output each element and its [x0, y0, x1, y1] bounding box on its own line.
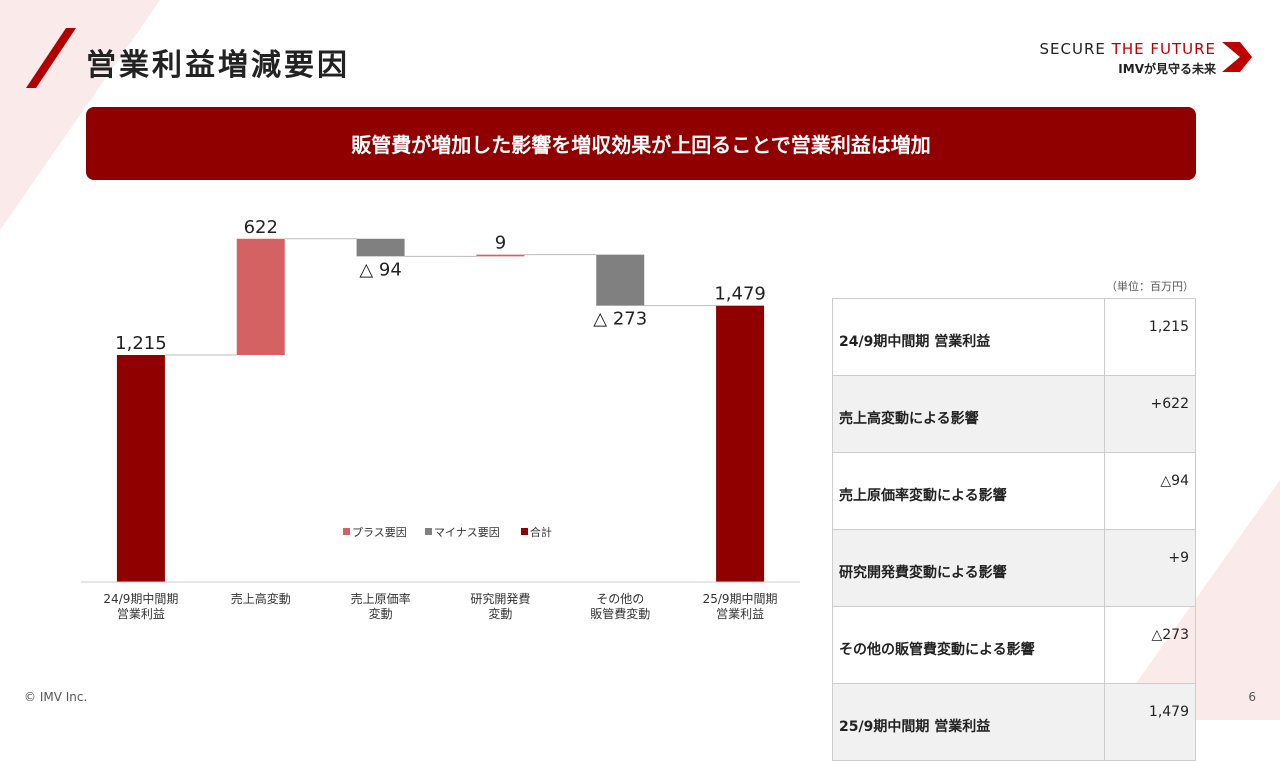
value-label: △ 94 — [359, 259, 401, 280]
row-value: 1,215 — [1104, 298, 1196, 376]
legend-label: 合計 — [530, 525, 552, 539]
legend-swatch — [425, 528, 432, 535]
bar — [356, 238, 405, 257]
tagline: IMVが見守る未来 — [1118, 62, 1216, 76]
table-row: その他の販管費変動による影響 △273 — [832, 606, 1196, 684]
row-value: △94 — [1104, 452, 1196, 530]
x-tick-label: 研究開発費 変動 — [470, 592, 531, 621]
legend-swatch — [343, 528, 350, 535]
row-label: 25/9期中間期 営業利益 — [832, 683, 1105, 761]
legend-swatch — [521, 528, 528, 535]
table-row: 25/9期中間期 営業利益 1,479 — [832, 683, 1196, 761]
value-label: 622 — [244, 217, 278, 238]
table-row: 研究開発費変動による影響 +9 — [832, 529, 1196, 607]
row-value: +9 — [1104, 529, 1196, 607]
banner: 販管費が増加した影響を増収効果が上回ることで営業利益は増加 — [86, 107, 1196, 180]
chart: 1,215 622 △ 94 9 △ 273 1,479 プラス要因 マイナス要因 合計 — [81, 217, 800, 583]
row-label: その他の販管費変動による影響 — [832, 606, 1105, 684]
value-label: △ 273 — [593, 309, 647, 330]
row-label: 売上原価率変動による影響 — [832, 452, 1105, 530]
logo: SECURE THE FUTURE — [1040, 40, 1216, 58]
row-value: △273 — [1104, 606, 1196, 684]
copyright: © IMV Inc. — [24, 690, 88, 704]
page-number: 6 — [1248, 690, 1256, 704]
bar — [596, 254, 645, 306]
row-value: +622 — [1104, 375, 1196, 453]
bar — [716, 305, 765, 582]
x-tick-label: 25/9期中間期 営業利益 — [702, 592, 778, 621]
x-tick-label: 24/9期中間期 営業利益 — [103, 592, 179, 621]
row-value: 1,479 — [1104, 683, 1196, 761]
value-label: 9 — [495, 233, 506, 254]
value-label: 1,215 — [115, 333, 167, 354]
logo-accent: THE FUTURE — [1111, 40, 1216, 58]
row-label: 24/9期中間期 営業利益 — [832, 298, 1105, 376]
unit-note: （単位：百万円） — [1106, 280, 1194, 293]
legend-label: マイナス要因 — [434, 526, 500, 539]
x-tick-label: 売上原価率 変動 — [350, 592, 411, 621]
table-row: 売上高変動による影響 +622 — [832, 375, 1196, 453]
table-row: 24/9期中間期 営業利益 1,215 — [832, 298, 1196, 376]
legend-label: プラス要因 — [352, 526, 407, 539]
row-label: 研究開発費変動による影響 — [832, 529, 1105, 607]
x-tick-label: その他の 販管費変動 — [590, 592, 651, 621]
logo-main: SECURE — [1039, 40, 1106, 58]
bar — [116, 354, 165, 582]
table: 24/9期中間期 営業利益 1,215 売上高変動による影響 +622 売上原価率変動に… — [832, 298, 1196, 761]
slide-title: 営業利益増減要因 — [86, 48, 350, 83]
row-label: 売上高変動による影響 — [832, 375, 1105, 453]
bar — [236, 238, 285, 355]
table-row: 売上原価率変動による影響 △94 — [832, 452, 1196, 530]
bar — [476, 254, 525, 257]
x-tick-label: 売上高変動 — [230, 592, 291, 606]
value-label: 1,479 — [714, 284, 766, 305]
